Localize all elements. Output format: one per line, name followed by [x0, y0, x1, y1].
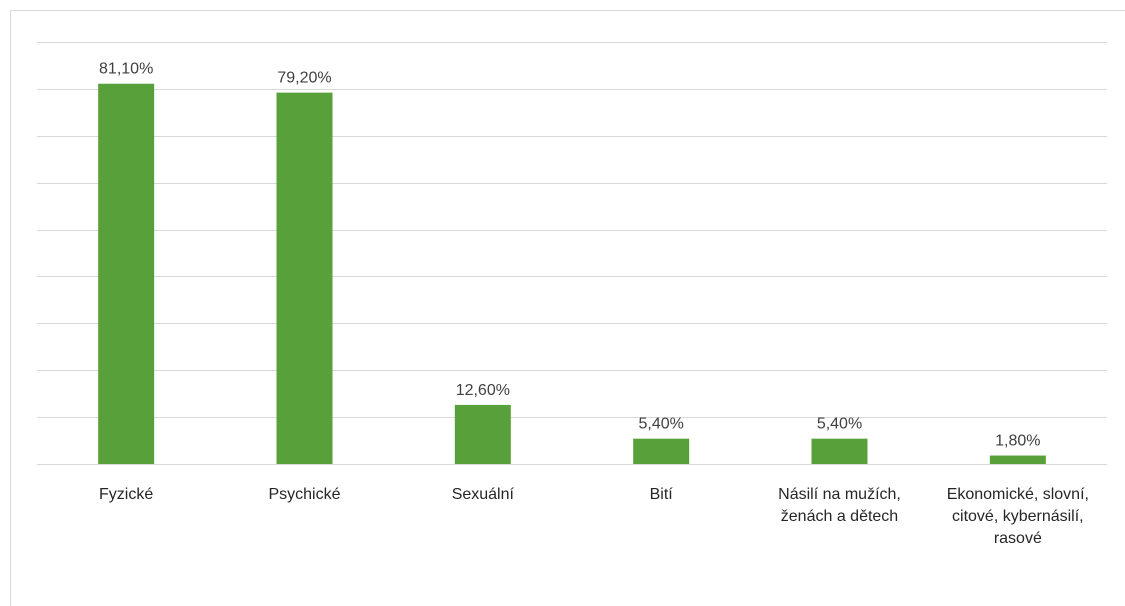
- x-tick-label: Bití: [649, 486, 673, 503]
- bar: [454, 404, 511, 464]
- x-tick-label: Ekonomické, slovní, citové, kybernásilí,…: [946, 486, 1089, 547]
- data-label: 1,80%: [995, 433, 1040, 450]
- bar: [276, 92, 333, 464]
- data-label: 5,40%: [817, 416, 862, 433]
- data-label: 79,20%: [277, 70, 331, 87]
- x-tick-label: Sexuální: [451, 486, 514, 503]
- bar: [98, 83, 155, 464]
- bar: [633, 438, 690, 464]
- x-tick-label: Fyzické: [99, 486, 154, 503]
- data-label: 81,10%: [99, 61, 153, 78]
- data-label: 12,60%: [456, 382, 510, 399]
- x-tick-label: Psychické: [268, 486, 341, 503]
- bar: [811, 438, 868, 464]
- bar: [989, 455, 1046, 464]
- x-tick-label: Násilí na mužích, ženách a dětech: [778, 486, 901, 525]
- chart-frame: [10, 10, 1125, 606]
- data-label: 5,40%: [638, 416, 683, 433]
